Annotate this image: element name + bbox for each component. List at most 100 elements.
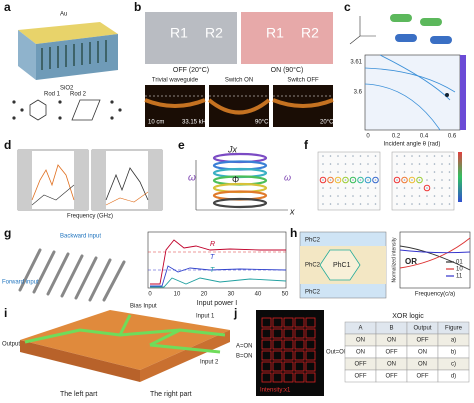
dot	[337, 163, 339, 165]
dot	[329, 187, 332, 189]
dot	[329, 155, 332, 157]
cell-text: ON	[387, 362, 396, 368]
label: Out=OFF	[326, 350, 352, 356]
cell	[294, 328, 305, 339]
mode	[401, 176, 408, 184]
label: Input 1	[196, 314, 215, 320]
mode	[364, 176, 372, 184]
axes-3d	[349, 16, 376, 45]
x-tick-label: 50	[282, 292, 289, 298]
cell-text: a)	[451, 338, 456, 344]
dot	[411, 179, 413, 181]
cell	[272, 372, 283, 383]
dot	[433, 187, 436, 189]
label: 20°C	[320, 120, 334, 126]
dot	[322, 155, 324, 157]
curve	[150, 239, 286, 285]
x-tick-label: 30	[228, 292, 235, 298]
label: OFF (20°C)	[173, 66, 209, 74]
label: x	[289, 206, 295, 216]
dot	[329, 163, 332, 165]
view-title: Switch OFF	[287, 78, 319, 84]
mode	[423, 184, 431, 192]
cylinder	[390, 14, 412, 22]
panel-f: f	[304, 138, 462, 211]
dot	[448, 203, 451, 205]
cell	[305, 339, 316, 350]
header-text: A	[358, 326, 362, 332]
label: The right part	[150, 391, 192, 398]
dot	[367, 163, 369, 165]
dot	[396, 163, 398, 165]
cell	[283, 317, 294, 328]
dot	[433, 179, 436, 181]
legend-label: 11	[456, 274, 463, 280]
panel-j: j A=ON B=ON Out=OFF Intensity:x1 XOR log…	[233, 306, 470, 396]
curve	[150, 277, 287, 288]
dot	[367, 179, 369, 181]
label: PhC2	[305, 290, 321, 296]
label: B=ON	[236, 354, 253, 360]
dot	[411, 203, 413, 205]
x-tick-label: 0	[366, 134, 370, 140]
label: Rod 1	[44, 92, 61, 98]
dot	[337, 155, 339, 157]
header-text: B	[389, 326, 393, 332]
dot	[433, 203, 436, 205]
dot	[411, 163, 413, 165]
cylinder	[430, 36, 452, 44]
view-title: Switch ON	[225, 78, 253, 84]
dot	[411, 187, 413, 189]
panel-letter: c	[344, 0, 351, 14]
curve	[31, 184, 75, 206]
colorbar	[460, 55, 466, 130]
curve	[105, 167, 149, 201]
dot	[352, 171, 354, 173]
axis-title: Input power I	[197, 300, 238, 307]
label: Φ	[232, 174, 239, 184]
dot	[344, 187, 347, 189]
label: Au	[60, 12, 67, 18]
cell-text: OFF	[386, 350, 398, 356]
cell-text: OFF	[386, 374, 398, 380]
dot	[411, 155, 413, 157]
label: R1	[266, 25, 284, 41]
axis-title: Frequency(c/a)	[415, 292, 455, 298]
dot	[418, 187, 421, 189]
cell	[261, 350, 272, 361]
dot	[337, 195, 339, 197]
colorbar	[458, 152, 462, 202]
curve	[399, 245, 471, 271]
label: Input 2	[200, 360, 219, 366]
x-tick-label: 0.2	[392, 134, 401, 140]
panel-letter: g	[4, 226, 11, 240]
cylinder	[420, 18, 442, 26]
panel-letter: a	[4, 0, 11, 14]
dot	[374, 171, 377, 173]
dot	[403, 203, 406, 205]
curve	[105, 191, 149, 206]
panel-c: c 0 0.2 0.4 0.6 3.61 3.6 Incident angle θ (ra…	[344, 0, 466, 148]
axes	[195, 160, 288, 211]
dot	[367, 195, 369, 197]
dot	[374, 179, 377, 181]
dot	[448, 195, 451, 197]
panel-letter: i	[4, 306, 7, 320]
panel-d: d Frequency (GHz)	[4, 138, 163, 220]
dot	[322, 187, 324, 189]
dot	[426, 171, 428, 173]
label: Backward input	[60, 234, 101, 240]
mode	[342, 176, 349, 184]
dot	[337, 179, 339, 181]
dot	[433, 195, 436, 197]
label: R2	[301, 25, 319, 41]
cell	[261, 328, 272, 339]
dot	[329, 203, 332, 205]
label: R2	[205, 25, 223, 41]
mode	[416, 176, 423, 184]
dot	[359, 179, 362, 181]
dot	[403, 195, 406, 197]
dot	[411, 195, 413, 197]
cell	[294, 372, 305, 383]
cell	[272, 361, 283, 372]
